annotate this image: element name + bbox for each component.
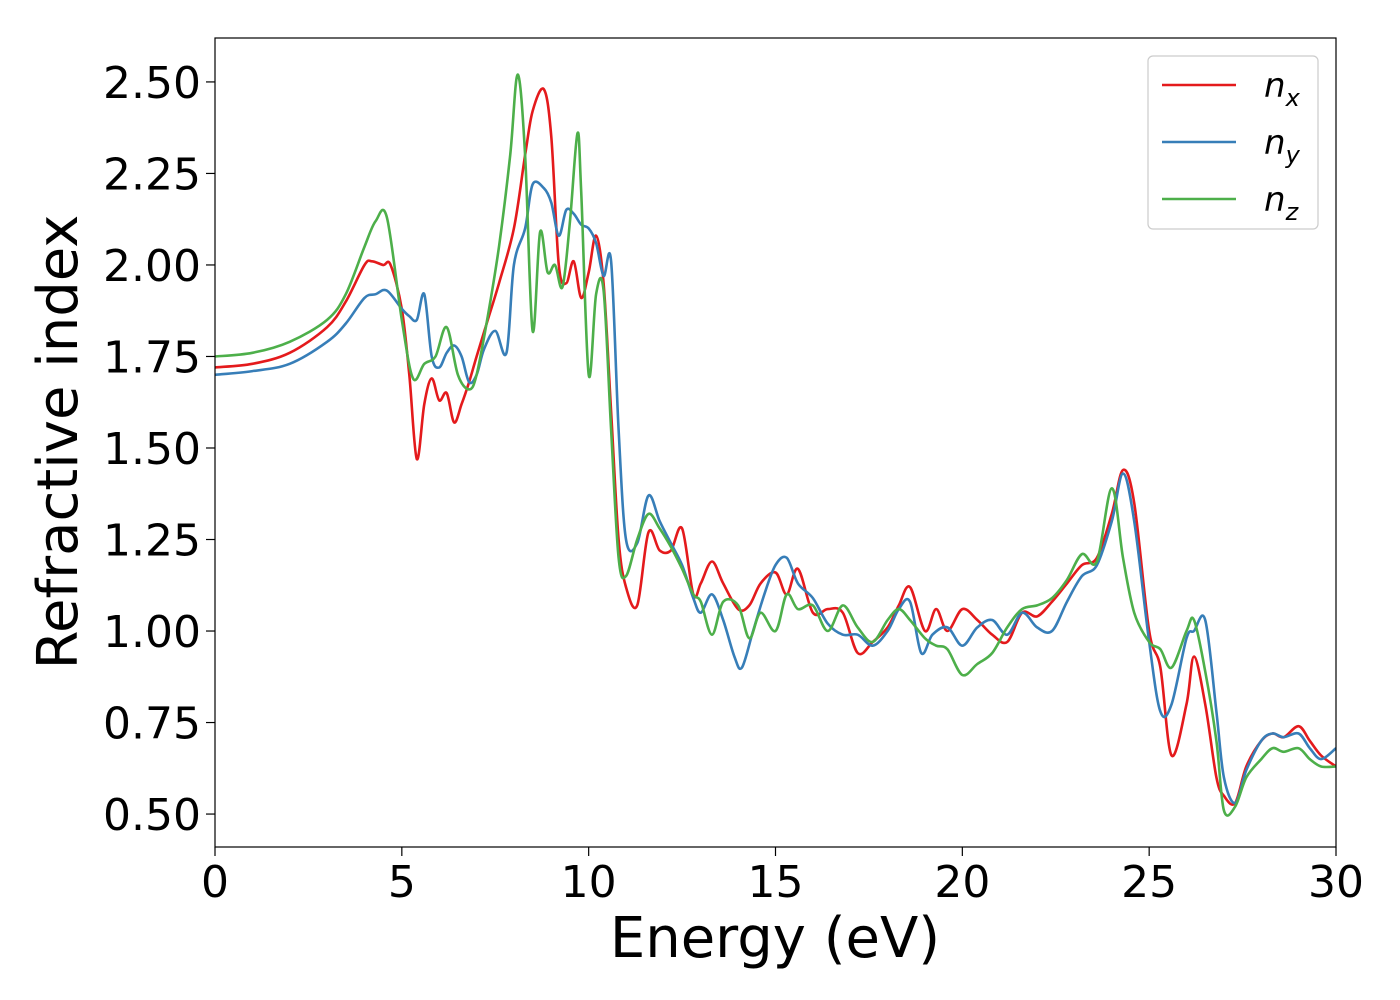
x-tick-label: 5 [388,857,416,908]
x-tick-label: 10 [561,857,617,908]
x-tick-label: 0 [201,857,229,908]
y-axis-title: Refractive index [26,215,91,670]
y-tick-label: 2.00 [103,241,201,292]
tick-layer: 0 5 10 15 20 25 30 0.50 0.75 1.00 1.25 1.50 1.75 2.00… [103,58,1364,908]
legend-label-x: nx [1264,66,1301,112]
y-tick-label: 2.50 [103,58,201,109]
series-line-x [215,87,1336,806]
x-axis-title: Energy (eV) [610,906,940,971]
y-tick-label: 1.75 [103,332,201,383]
x-tick-label: 25 [1121,857,1177,908]
y-tick-label: 1.25 [103,516,201,567]
y-tick-label: 1.50 [103,424,201,475]
y-tick-label: 1.00 [103,607,201,658]
y-tick-label: 0.50 [103,790,201,841]
series-line-z [215,73,1336,817]
y-tick-label: 0.75 [103,699,201,750]
series-line-y [215,180,1336,805]
y-tick-label: 2.25 [103,149,201,200]
x-tick-label: 20 [934,857,990,908]
x-tick-label: 15 [748,857,804,908]
series-layer [215,73,1336,817]
x-tick-label: 30 [1308,857,1364,908]
